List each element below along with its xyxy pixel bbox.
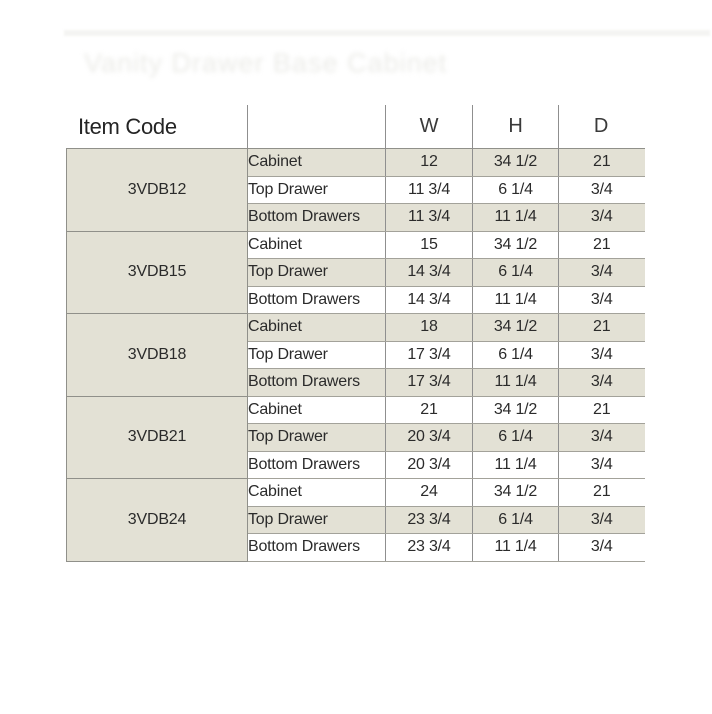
table-row: 3VDB24 Cabinet 24 34 1/2 21: [66, 478, 645, 562]
table-row: Top Drawer 20 3/4 6 1/4 3/4: [67, 423, 645, 452]
table-row: 3VDB21 Cabinet 21 34 1/2 21: [66, 396, 645, 479]
table-row: Bottom Drawers 17 3/4 11 1/4 3/4: [67, 368, 645, 397]
row-label-cell: Top Drawer: [247, 176, 386, 204]
height-value-cell: 11 1/4: [472, 286, 559, 314]
depth-column-header: D: [558, 105, 643, 148]
width-value-cell: 14 3/4: [385, 286, 473, 314]
row-label-cell: Bottom Drawers: [247, 368, 386, 397]
width-value-cell: 21: [385, 396, 473, 424]
row-label-cell: Bottom Drawers: [247, 451, 386, 479]
row-label-cell: Bottom Drawers: [247, 203, 386, 232]
row-label-cell: Top Drawer: [247, 506, 386, 534]
width-value-cell: 17 3/4: [385, 368, 473, 397]
height-value-cell: 6 1/4: [472, 258, 559, 287]
row-label-cell: Cabinet: [247, 478, 386, 507]
item-code-cell: 3VDB15: [66, 231, 248, 314]
row-label-cell: Top Drawer: [247, 258, 386, 287]
depth-value-cell: 3/4: [558, 368, 645, 397]
table-row: Top Drawer 17 3/4 6 1/4 3/4: [67, 341, 645, 369]
height-value-cell: 34 1/2: [472, 231, 559, 259]
height-column-header: H: [472, 105, 558, 148]
width-value-cell: 11 3/4: [385, 203, 473, 232]
width-column-header: W: [385, 105, 472, 148]
row-label-cell: Cabinet: [247, 396, 386, 424]
depth-value-cell: 21: [558, 148, 645, 177]
width-value-cell: 17 3/4: [385, 341, 473, 369]
width-value-cell: 20 3/4: [385, 451, 473, 479]
depth-value-cell: 3/4: [558, 423, 645, 452]
width-value-cell: 11 3/4: [385, 176, 473, 204]
height-value-cell: 6 1/4: [472, 506, 559, 534]
height-value-cell: 34 1/2: [472, 148, 559, 177]
table-row: 3VDB12 Cabinet 12 34 1/2 21: [66, 148, 645, 232]
width-value-cell: 23 3/4: [385, 533, 473, 562]
table-header-row: Item Code W H D: [66, 105, 644, 148]
row-label-cell: Bottom Drawers: [247, 286, 386, 314]
height-value-cell: 6 1/4: [472, 176, 559, 204]
width-value-cell: 14 3/4: [385, 258, 473, 287]
height-value-cell: 11 1/4: [472, 533, 559, 562]
depth-value-cell: 21: [558, 313, 645, 342]
table-row: Top Drawer 11 3/4 6 1/4 3/4: [67, 176, 645, 204]
height-value-cell: 34 1/2: [472, 478, 559, 507]
item-code-cell: 3VDB12: [66, 148, 248, 232]
table-row: 3VDB15 Cabinet 15 34 1/2 21: [66, 231, 645, 314]
depth-value-cell: 21: [558, 396, 645, 424]
height-value-cell: 11 1/4: [472, 368, 559, 397]
depth-value-cell: 21: [558, 478, 645, 507]
row-label-cell: Cabinet: [247, 148, 386, 177]
height-value-cell: 34 1/2: [472, 313, 559, 342]
depth-value-cell: 3/4: [558, 258, 645, 287]
height-value-cell: 11 1/4: [472, 451, 559, 479]
table-row: Top Drawer 23 3/4 6 1/4 3/4: [67, 506, 645, 534]
depth-value-cell: 3/4: [558, 341, 645, 369]
width-value-cell: 20 3/4: [385, 423, 473, 452]
faded-watermark-text: Vanity Drawer Base Cabinet: [84, 48, 448, 78]
item-code-cell: 3VDB21: [66, 396, 248, 479]
width-value-cell: 15: [385, 231, 473, 259]
width-value-cell: 24: [385, 478, 473, 507]
row-label-cell: Bottom Drawers: [247, 533, 386, 562]
depth-value-cell: 3/4: [558, 176, 645, 204]
height-value-cell: 34 1/2: [472, 396, 559, 424]
table-row: Bottom Drawers 11 3/4 11 1/4 3/4: [67, 203, 645, 232]
row-label-cell: Top Drawer: [247, 423, 386, 452]
height-value-cell: 6 1/4: [472, 341, 559, 369]
depth-value-cell: 3/4: [558, 451, 645, 479]
dimension-spec-table: Item Code W H D 3VDB12 Cabinet 12 34 1/2 21 T…: [66, 105, 645, 562]
table-row: Bottom Drawers 14 3/4 11 1/4 3/4: [67, 286, 645, 314]
table-row: Bottom Drawers 23 3/4 11 1/4 3/4: [67, 533, 645, 562]
item-code-column-header: Item Code: [78, 113, 177, 139]
table-row: Top Drawer 14 3/4 6 1/4 3/4: [67, 258, 645, 287]
depth-value-cell: 3/4: [558, 203, 645, 232]
depth-value-cell: 21: [558, 231, 645, 259]
row-label-cell: Cabinet: [247, 313, 386, 342]
depth-value-cell: 3/4: [558, 506, 645, 534]
row-label-cell: Cabinet: [247, 231, 386, 259]
header-blank-cell: [247, 105, 385, 148]
height-value-cell: 11 1/4: [472, 203, 559, 232]
faded-band: [64, 30, 710, 36]
table-row: Bottom Drawers 20 3/4 11 1/4 3/4: [67, 451, 645, 479]
depth-value-cell: 3/4: [558, 533, 645, 562]
width-value-cell: 12: [385, 148, 473, 177]
row-label-cell: Top Drawer: [247, 341, 386, 369]
item-code-cell: 3VDB18: [66, 313, 248, 397]
width-value-cell: 23 3/4: [385, 506, 473, 534]
table-row: 3VDB18 Cabinet 18 34 1/2 21: [66, 313, 645, 397]
width-value-cell: 18: [385, 313, 473, 342]
spec-table-body: 3VDB12 Cabinet 12 34 1/2 21 Top Drawer 11 3/4 6…: [66, 148, 645, 562]
item-code-cell: 3VDB24: [66, 478, 248, 562]
depth-value-cell: 3/4: [558, 286, 645, 314]
height-value-cell: 6 1/4: [472, 423, 559, 452]
